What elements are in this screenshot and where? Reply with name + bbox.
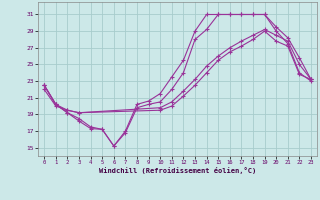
X-axis label: Windchill (Refroidissement éolien,°C): Windchill (Refroidissement éolien,°C) [99, 167, 256, 174]
